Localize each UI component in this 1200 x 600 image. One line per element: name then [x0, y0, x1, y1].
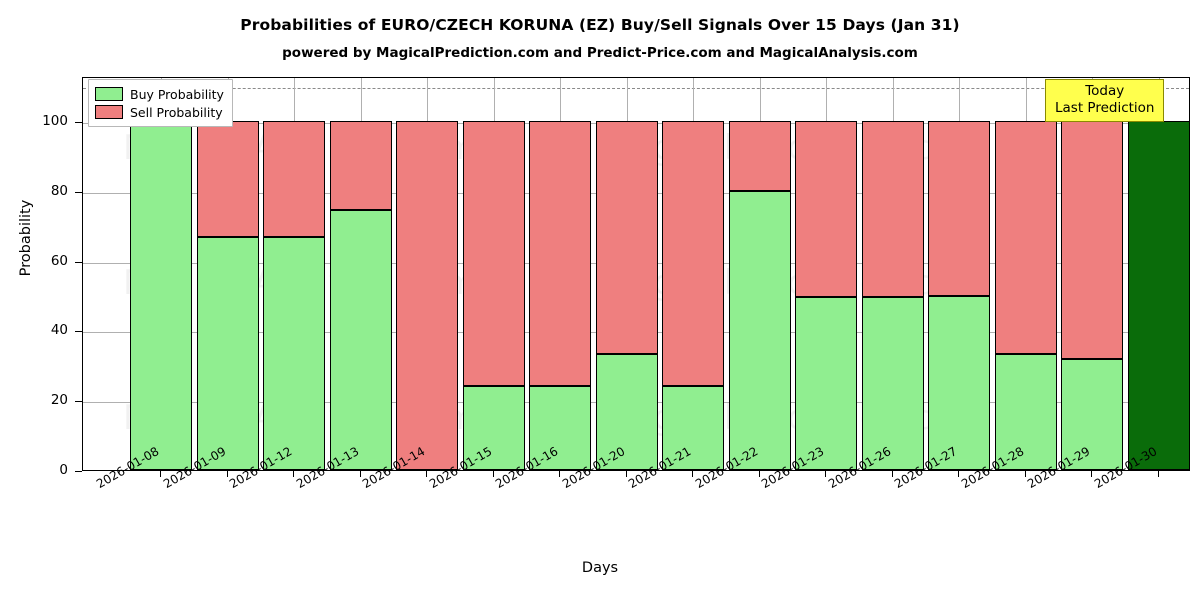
x-tick-mark [293, 471, 294, 477]
legend-label-sell: Sell Probability [130, 104, 223, 120]
bar-segment-sell [263, 121, 325, 238]
bar-segment-buy [595, 354, 658, 470]
bar-segment-sell [662, 121, 724, 386]
bar-segment-sell [462, 121, 525, 386]
x-tick-mark [825, 471, 826, 477]
bar-2026-01-29 [1061, 78, 1123, 470]
x-tick-mark [160, 471, 161, 477]
bar-segment-sell [329, 121, 392, 210]
chart-subtitle: powered by MagicalPrediction.com and Pre… [282, 45, 918, 61]
bar-2026-01-22 [728, 78, 791, 470]
bar-segment-buy [1061, 359, 1123, 470]
bar-segment-buy [130, 121, 192, 470]
bar-2026-01-12 [263, 78, 325, 470]
y-tick-label: 20 [50, 392, 68, 409]
bar-segment-buy [795, 296, 857, 470]
bar-segment-buy [263, 237, 325, 470]
chart-title: Probabilities of EURO/CZECH KORUNA (EZ) … [240, 16, 960, 34]
bar-segment-buy [728, 190, 791, 470]
x-tick-mark [891, 471, 893, 477]
bar-2026-01-23 [795, 78, 857, 470]
bar-segment-buy [662, 385, 724, 470]
y-tick-mark [75, 261, 82, 263]
today-annotation-line2: Last Prediction [1055, 99, 1155, 116]
y-tick-mark [75, 122, 82, 123]
y-tick-mark [75, 331, 82, 333]
y-tick-label: 100 [42, 113, 68, 129]
legend-swatch-sell-icon [95, 105, 123, 119]
y-tick-label: 40 [50, 322, 68, 339]
y-tick-label: 60 [50, 252, 68, 269]
x-tick-mark [359, 471, 361, 477]
reference-dashed-line [83, 88, 1189, 89]
bar-segment-sell [861, 121, 924, 297]
y-tick-mark [75, 401, 82, 403]
bar-segment-sell [396, 121, 458, 470]
bar-segment-buy [529, 385, 591, 470]
today-annotation-line1: Today [1085, 83, 1125, 99]
bar-2026-01-15 [462, 78, 525, 470]
x-tick-mark [1024, 471, 1026, 477]
x-tick-mark [958, 471, 959, 477]
bar-segment-sell [795, 121, 857, 297]
y-axis-label: Probability [18, 199, 34, 277]
bar-segment-sell [994, 121, 1057, 355]
x-tick-mark [559, 471, 560, 477]
bar-segment-sell [728, 121, 791, 191]
x-axis-label: Days [581, 560, 619, 576]
legend-swatch-buy-icon [95, 87, 123, 101]
bar-segment-sell [1061, 121, 1123, 360]
x-tick-mark [1157, 471, 1159, 477]
plot-area: MagicalAnalysis.comMagicalPrediction.com… [82, 77, 1190, 471]
bar-segment-buy [329, 210, 392, 470]
x-tick-mark [226, 471, 228, 477]
bar-series-layer [83, 78, 1189, 470]
bar-2026-01-21 [662, 78, 724, 470]
y-tick-label: 80 [50, 182, 68, 199]
x-tick-mark [1091, 471, 1092, 477]
bar-segment-buy [196, 237, 259, 470]
legend-item-sell: Sell Probability [95, 103, 224, 121]
bar-2026-01-28 [994, 78, 1057, 470]
x-tick-mark [692, 471, 693, 477]
bar-2026-01-08 [130, 78, 192, 470]
bar-segment-buy [928, 295, 990, 470]
bar-2026-01-09 [196, 78, 259, 470]
x-tick-mark [426, 471, 427, 477]
bar-segment-buy [861, 296, 924, 470]
bar-2026-01-16 [529, 78, 591, 470]
bar-segment-sell [928, 121, 990, 296]
y-tick-mark [75, 191, 82, 193]
bar-2026-01-14 [396, 78, 458, 470]
bar-2026-01-30 [1127, 78, 1189, 470]
x-tick-mark [758, 471, 760, 477]
bar-segment-buy [462, 385, 525, 470]
y-tick-mark [75, 471, 82, 472]
bar-2026-01-27 [928, 78, 990, 470]
bar-2026-01-26 [861, 78, 924, 470]
chart-legend: Buy Probability Sell Probability [88, 79, 233, 127]
bar-segment-buy [994, 354, 1057, 470]
today-annotation: Today Last Prediction [1045, 79, 1165, 122]
bar-2026-01-13 [329, 78, 392, 470]
x-tick-mark [625, 471, 627, 477]
y-tick-label: 0 [59, 462, 68, 478]
x-tick-mark [492, 471, 494, 477]
bar-segment-sell [196, 121, 259, 238]
legend-label-buy: Buy Probability [130, 86, 224, 102]
bar-segment-sell [529, 121, 591, 386]
bar-2026-01-20 [595, 78, 658, 470]
bar-segment-today [1127, 121, 1189, 470]
legend-item-buy: Buy Probability [95, 85, 224, 103]
bar-segment-sell [595, 121, 658, 355]
